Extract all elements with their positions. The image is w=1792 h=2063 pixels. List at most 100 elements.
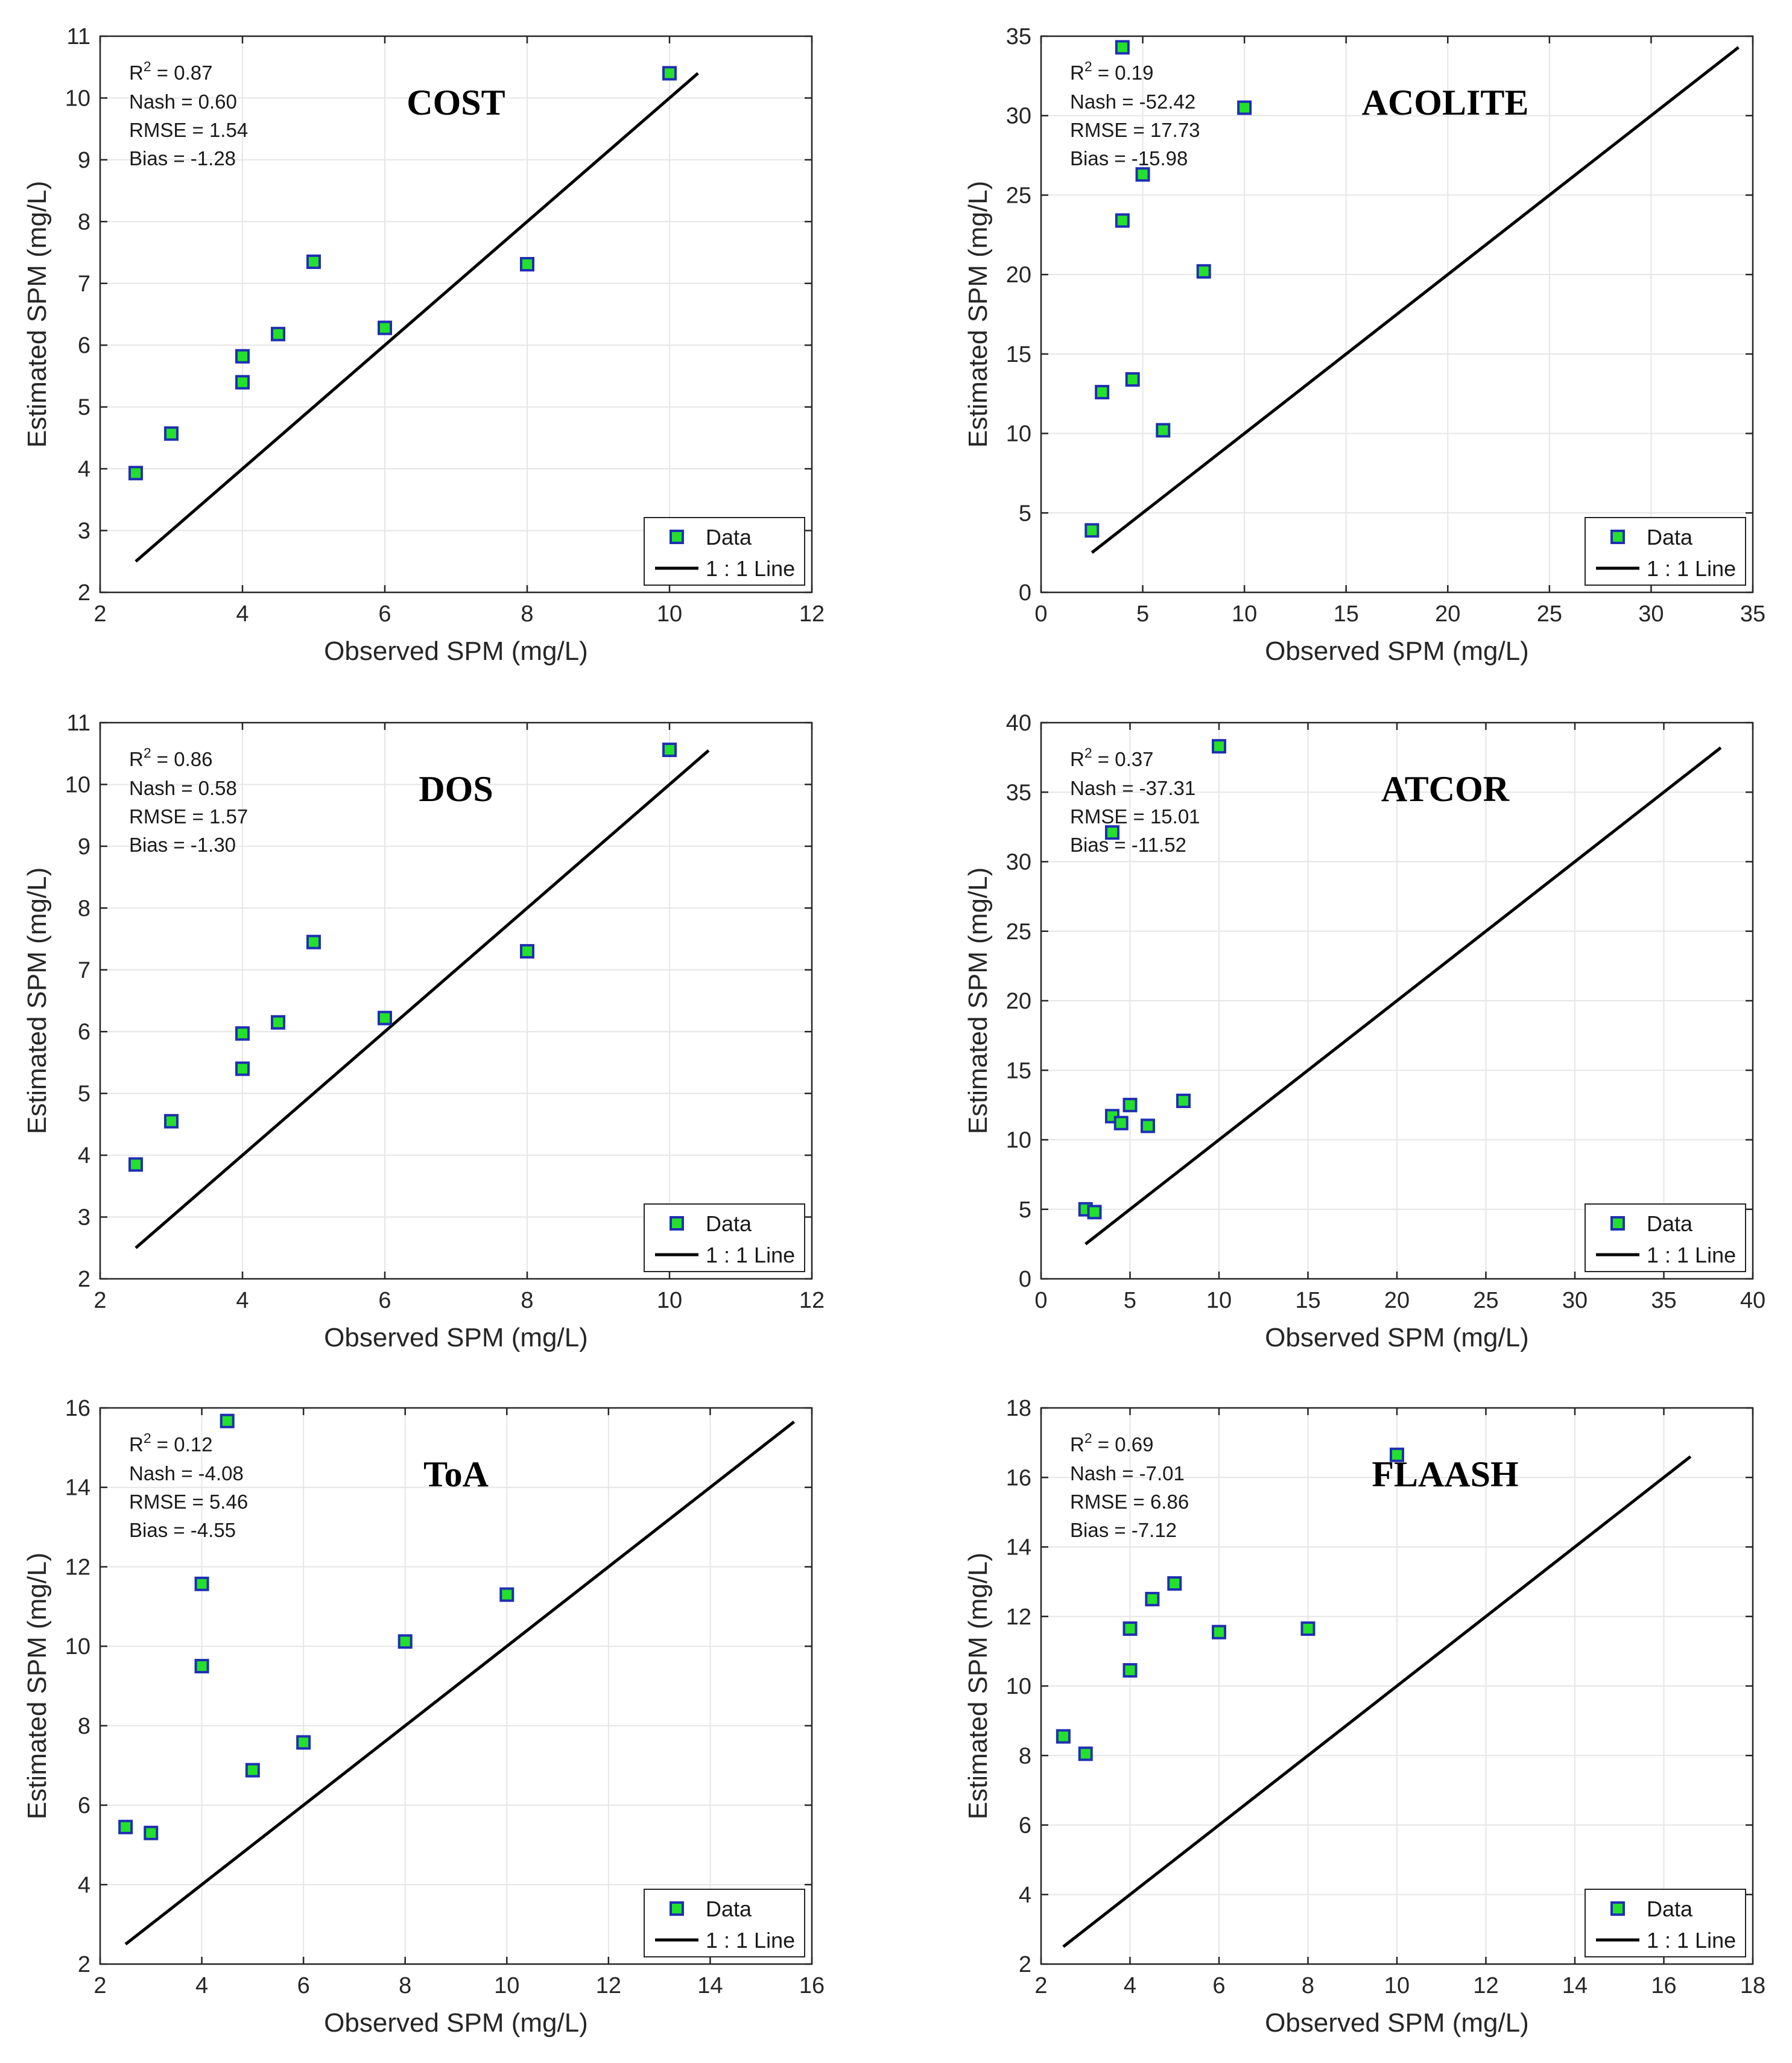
y-tick-label: 3 — [78, 1205, 90, 1231]
y-tick-label: 5 — [78, 395, 90, 420]
stat-r2: R2 = 0.86 — [129, 745, 212, 770]
data-point — [1212, 1624, 1226, 1640]
data-point — [1113, 1115, 1129, 1130]
axes-border — [1040, 35, 1754, 594]
y-axis-label: Estimated SPM (mg/L) — [963, 867, 993, 1135]
stat-nash: Nash = 0.60 — [129, 90, 237, 113]
data-point — [271, 1015, 285, 1030]
one-to-one-line — [135, 749, 710, 1249]
y-tick-label: 4 — [78, 457, 90, 482]
y-tick-label: 20 — [1006, 989, 1031, 1014]
x-tick-label: 12 — [1473, 1973, 1498, 1998]
data-point — [1300, 1621, 1316, 1636]
legend-data-marker — [670, 530, 684, 544]
data-point — [1212, 739, 1226, 754]
data-point — [164, 426, 179, 441]
y-axis-label: Estimated SPM (mg/L) — [22, 181, 52, 448]
y-tick-label: 30 — [1006, 850, 1031, 875]
panel-title: COST — [407, 83, 505, 122]
data-point — [378, 1010, 392, 1025]
data-point — [1105, 825, 1119, 840]
x-tick-label: 10 — [1384, 1973, 1410, 1998]
data-point — [1095, 385, 1110, 400]
x-tick-label: 30 — [1638, 601, 1664, 627]
one-to-one-line — [124, 1421, 796, 1946]
legend-line-label: 1 : 1 Line — [706, 1928, 795, 1953]
x-axis-label: Observed SPM (mg/L) — [1265, 2008, 1529, 2038]
x-axis-label: Observed SPM (mg/L) — [324, 1323, 588, 1352]
legend: Data 1 : 1 Line — [1585, 1203, 1746, 1272]
x-tick-label: 40 — [1740, 1288, 1765, 1313]
y-tick-label: 14 — [1006, 1535, 1031, 1561]
data-point — [520, 257, 534, 272]
x-tick-label: 6 — [1212, 1973, 1225, 1998]
data-point — [1122, 1663, 1138, 1678]
legend-data-label: Data — [1647, 1211, 1693, 1236]
x-tick-label: 4 — [236, 601, 249, 627]
legend-data-label: Data — [1647, 1897, 1693, 1921]
data-point — [128, 466, 143, 481]
x-tick-label: 25 — [1473, 1288, 1498, 1313]
x-tick-label: 12 — [799, 601, 825, 627]
data-point — [397, 1634, 413, 1649]
x-tick-label: 2 — [93, 601, 106, 627]
axes-border — [99, 721, 813, 1280]
legend: Data 1 : 1 Line — [1585, 517, 1746, 586]
x-tick-label: 8 — [521, 601, 533, 627]
y-tick-label: 2 — [1019, 1952, 1031, 1977]
y-tick-label: 12 — [65, 1554, 90, 1580]
legend: Data 1 : 1 Line — [644, 517, 805, 586]
x-axis-label: Observed SPM (mg/L) — [1265, 1323, 1529, 1352]
stat-rmse: RMSE = 1.57 — [129, 805, 248, 828]
y-tick-label: 9 — [78, 148, 90, 173]
y-tick-label: 5 — [1019, 501, 1031, 526]
y-axis-label: Estimated SPM (mg/L) — [963, 181, 993, 448]
legend-box — [1585, 1889, 1746, 1957]
x-tick-label: 10 — [1232, 601, 1257, 627]
y-tick-label: 6 — [1019, 1813, 1031, 1839]
x-tick-label: 5 — [1136, 601, 1149, 627]
data-point — [1141, 1118, 1155, 1133]
stat-nash: Nash = 0.58 — [129, 777, 237, 799]
legend-data-marker — [670, 1901, 684, 1916]
data-point — [662, 743, 677, 758]
panel-flaash: 2 4 6 8 10 12 14 16 18 2 4 6 8 10 12 14 16 18 Observed SPM… — [963, 1396, 1765, 2038]
stat-r2: R2 = 0.69 — [1070, 1430, 1153, 1456]
data-point — [1078, 1746, 1093, 1761]
data-point — [306, 934, 321, 949]
x-tick-label: 2 — [1034, 1973, 1047, 1998]
data-point — [520, 944, 534, 959]
data-point — [499, 1587, 514, 1602]
y-tick-label: 10 — [1006, 1128, 1031, 1153]
y-tick-label: 8 — [78, 1714, 90, 1739]
one-to-one-line — [1091, 46, 1740, 554]
data-point — [1156, 423, 1171, 438]
legend-line-label: 1 : 1 Line — [706, 556, 795, 581]
data-point — [1125, 372, 1140, 387]
panel-title: DOS — [419, 769, 493, 809]
data-point — [245, 1763, 260, 1778]
y-tick-label: 0 — [1019, 580, 1031, 606]
panel-toa: 2 4 6 8 10 12 14 16 2 4 6 8 10 12 14 16 Observed SPM (mg… — [22, 1396, 825, 2038]
x-tick-label: 12 — [799, 1288, 825, 1313]
legend: Data 1 : 1 Line — [644, 1889, 805, 1957]
data-point — [1122, 1097, 1138, 1112]
y-tick-label: 11 — [67, 24, 90, 49]
plot-area — [100, 36, 812, 592]
data-point — [1122, 1621, 1138, 1636]
stat-r2: R2 = 0.87 — [129, 59, 212, 84]
legend-data-marker — [1610, 1901, 1625, 1916]
y-axis-label: Estimated SPM (mg/L) — [22, 867, 52, 1135]
data-point — [128, 1157, 143, 1172]
data-point — [662, 66, 677, 81]
x-tick-label: 35 — [1740, 601, 1765, 627]
legend-data-marker — [670, 1216, 684, 1231]
data-point — [235, 1026, 250, 1041]
panel-atcor: 0 5 10 15 20 25 30 35 40 0 5 10 15 20 25 30 35 40 Observed… — [963, 711, 1765, 1352]
stat-r2: R2 = 0.19 — [1070, 59, 1153, 84]
x-tick-label: 4 — [1124, 1973, 1136, 1998]
y-tick-label: 10 — [65, 86, 90, 111]
y-tick-label: 16 — [1006, 1465, 1031, 1491]
x-axis-label: Observed SPM (mg/L) — [324, 2008, 588, 2038]
